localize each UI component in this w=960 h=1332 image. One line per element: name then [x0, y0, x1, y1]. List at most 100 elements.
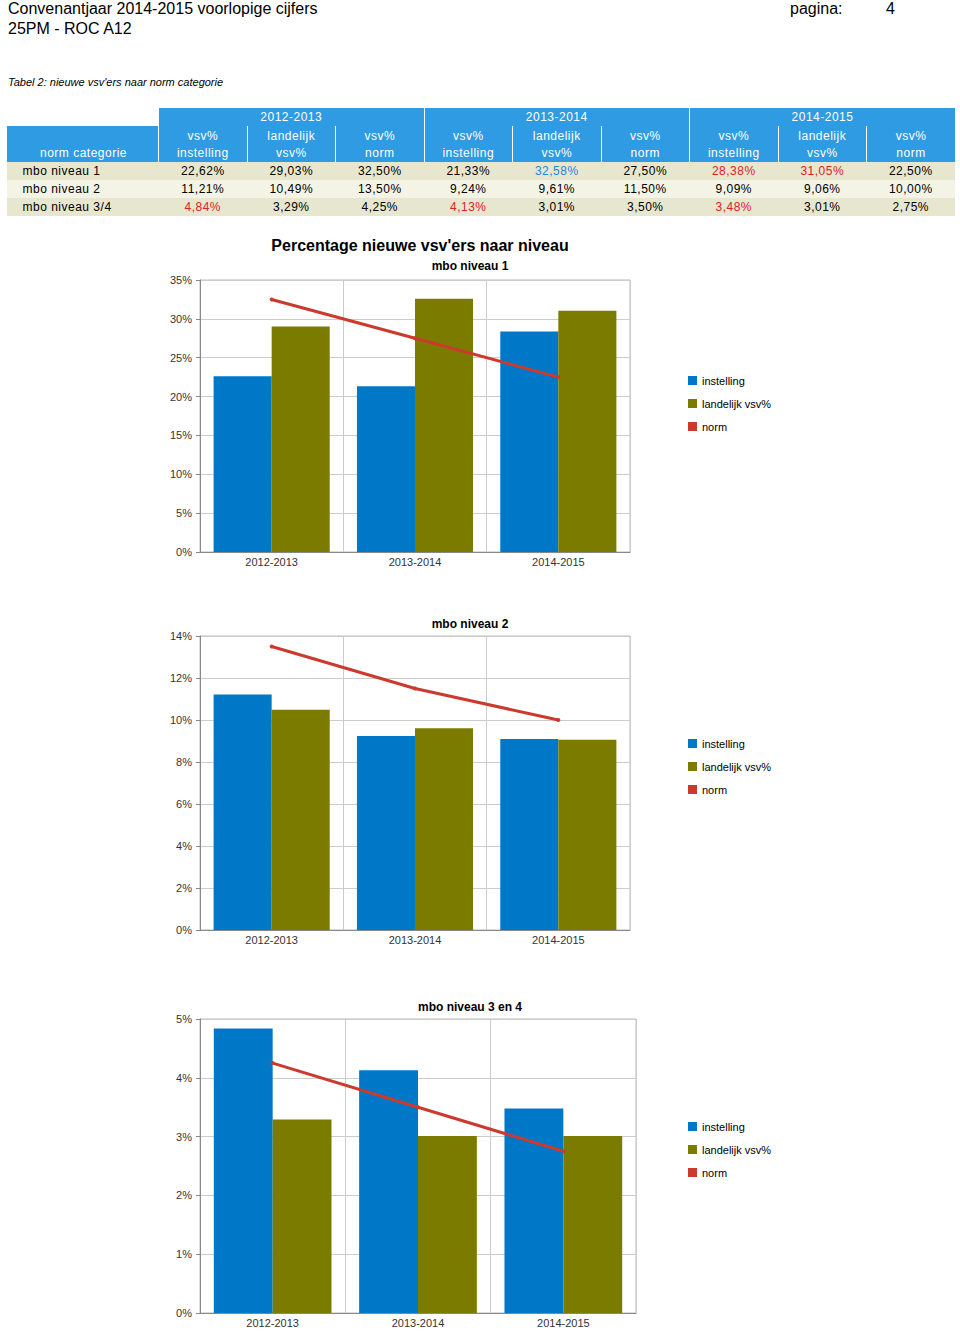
html-text:10,00%: 10,00% — [888, 182, 933, 196]
html-text:norm: norm — [365, 146, 395, 160]
svg-text:instelling: instelling — [702, 375, 745, 387]
svg-text:5%: 5% — [176, 507, 192, 519]
html-text:norm: norm — [896, 146, 926, 160]
svg-text:0%: 0% — [176, 924, 192, 936]
html-text:25PM - ROC A12: 25PM - ROC A12 — [8, 20, 132, 37]
html-text:32,58%: 32,58% — [534, 164, 579, 178]
html-text:vsv%: vsv% — [541, 146, 573, 160]
svg-text:norm: norm — [702, 784, 727, 796]
html-text:2014-2015: 2014-2015 — [791, 110, 854, 124]
html-text:vsv%: vsv% — [895, 129, 927, 143]
svg-text:4%: 4% — [176, 1072, 192, 1084]
html-text:4,13%: 4,13% — [450, 200, 487, 214]
html-text:mbo niveau 2: mbo niveau 2 — [22, 182, 101, 196]
svg-text:6%: 6% — [176, 798, 192, 810]
html-text:27,50%: 27,50% — [623, 164, 668, 178]
html-text:Convenantjaar 2014-2015 voorlo: Convenantjaar 2014-2015 voorlopige cijfe… — [8, 0, 318, 17]
svg-text:2013-2014: 2013-2014 — [389, 556, 442, 568]
html-text:28,38%: 28,38% — [711, 164, 756, 178]
svg-text:2013-2014: 2013-2014 — [392, 1317, 445, 1329]
html-text:3,50%: 3,50% — [627, 200, 664, 214]
svg-text:norm: norm — [702, 1167, 727, 1179]
svg-text:14%: 14% — [170, 630, 192, 642]
svg-text:instelling: instelling — [702, 1121, 745, 1133]
svg-text:0%: 0% — [176, 1307, 192, 1319]
html-text:2013-2014: 2013-2014 — [525, 110, 588, 124]
svg-text:landelijk vsv%: landelijk vsv% — [702, 1144, 771, 1156]
html-text:2012-2013: 2012-2013 — [260, 110, 323, 124]
html-text:vsv%: vsv% — [187, 129, 219, 143]
html-text:29,03%: 29,03% — [269, 164, 314, 178]
svg-text:2013-2014: 2013-2014 — [389, 934, 442, 946]
html-text:21,33%: 21,33% — [446, 164, 491, 178]
html-text:11,21%: 11,21% — [181, 182, 225, 196]
svg-text:25%: 25% — [170, 352, 192, 364]
svg-text:15%: 15% — [170, 429, 192, 441]
svg-text:0%: 0% — [176, 546, 192, 558]
html-text:3,01%: 3,01% — [804, 200, 841, 214]
html-text:mbo niveau 3/4: mbo niveau 3/4 — [22, 200, 112, 214]
svg-text:35%: 35% — [170, 274, 192, 286]
svg-text:12%: 12% — [170, 672, 192, 684]
svg-text:landelijk vsv%: landelijk vsv% — [702, 761, 771, 773]
html-text:9,61%: 9,61% — [538, 182, 575, 196]
html-text:2,75%: 2,75% — [892, 200, 929, 214]
svg-text:2012-2013: 2012-2013 — [245, 934, 298, 946]
html-text:vsv%: vsv% — [452, 129, 484, 143]
html-text:13,50%: 13,50% — [357, 182, 402, 196]
html-text:Tabel 2: nieuwe vsv'ers naar n: Tabel 2: nieuwe vsv'ers naar norm catego… — [8, 76, 224, 88]
svg-text:30%: 30% — [170, 313, 192, 325]
html-text:4,84%: 4,84% — [184, 200, 221, 214]
html-text:10,49%: 10,49% — [269, 182, 314, 196]
svg-text:10%: 10% — [170, 714, 192, 726]
svg-text:1%: 1% — [176, 1248, 192, 1260]
svg-text:2012-2013: 2012-2013 — [245, 556, 298, 568]
html-text:mbo niveau 1: mbo niveau 1 — [22, 164, 101, 178]
html-text:9,06%: 9,06% — [804, 182, 841, 196]
svg-text:Percentage nieuwe vsv'ers naar: Percentage nieuwe vsv'ers naar niveau — [271, 237, 568, 254]
svg-text:3%: 3% — [176, 1131, 192, 1143]
html-text:vsv%: vsv% — [718, 129, 750, 143]
html-text:22,50%: 22,50% — [888, 164, 933, 178]
svg-text:landelijk vsv%: landelijk vsv% — [702, 398, 771, 410]
html-text:11,50%: 11,50% — [623, 182, 667, 196]
svg-text:2014-2015: 2014-2015 — [532, 934, 585, 946]
svg-text:norm: norm — [702, 421, 727, 433]
html-text:vsv%: vsv% — [364, 129, 396, 143]
html-text:vsv%: vsv% — [806, 146, 838, 160]
svg-text:5%: 5% — [176, 1013, 192, 1025]
svg-text:2%: 2% — [176, 882, 192, 894]
html-text:landelijk: landelijk — [798, 129, 847, 143]
html-text:norm categorie: norm categorie — [40, 146, 127, 160]
svg-text:4%: 4% — [176, 840, 192, 852]
svg-text:2014-2015: 2014-2015 — [537, 1317, 590, 1329]
svg-text:2012-2013: 2012-2013 — [246, 1317, 299, 1329]
svg-text:20%: 20% — [170, 391, 192, 403]
html-text:instelling: instelling — [707, 146, 760, 160]
html-text:3,48%: 3,48% — [715, 200, 752, 214]
html-text:landelijk: landelijk — [267, 129, 316, 143]
html-text:3,01%: 3,01% — [538, 200, 575, 214]
html-text:3,29%: 3,29% — [273, 200, 310, 214]
html-text:32,50%: 32,50% — [357, 164, 402, 178]
html-text:4,25%: 4,25% — [361, 200, 398, 214]
svg-text:mbo niveau 2: mbo niveau 2 — [432, 617, 509, 631]
html-text:vsv%: vsv% — [629, 129, 661, 143]
svg-text:instelling: instelling — [702, 738, 745, 750]
svg-text:2%: 2% — [176, 1189, 192, 1201]
html-text:vsv%: vsv% — [275, 146, 307, 160]
html-text:9,09%: 9,09% — [715, 182, 752, 196]
svg-text:2014-2015: 2014-2015 — [532, 556, 585, 568]
svg-text:mbo niveau 3 en 4: mbo niveau 3 en 4 — [418, 1000, 522, 1014]
svg-text:10%: 10% — [170, 468, 192, 480]
html-text:pagina:: pagina: — [790, 0, 843, 17]
html-text:22,62%: 22,62% — [180, 164, 225, 178]
html-text:instelling: instelling — [442, 146, 495, 160]
html-text:instelling: instelling — [176, 146, 229, 160]
html-text:landelijk: landelijk — [532, 129, 581, 143]
html-text:9,24%: 9,24% — [450, 182, 487, 196]
html-text:31,05%: 31,05% — [800, 164, 845, 178]
html-text:norm: norm — [630, 146, 660, 160]
svg-text:8%: 8% — [176, 756, 192, 768]
svg-text:mbo niveau 1: mbo niveau 1 — [432, 259, 509, 273]
